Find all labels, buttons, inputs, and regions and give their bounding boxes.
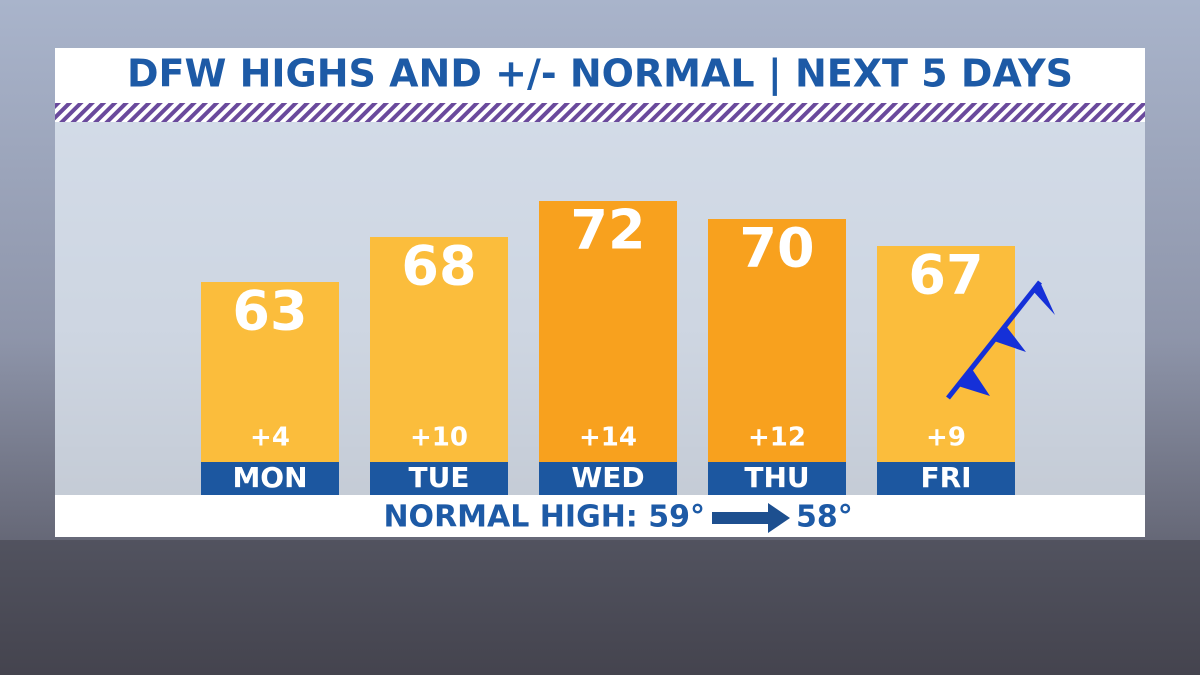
day-strip (201, 462, 339, 495)
front-triangles (958, 282, 1055, 396)
arrow (712, 503, 790, 533)
front-line (946, 280, 1042, 400)
value-label: 63 (232, 280, 307, 343)
x-tick-label: FRI (920, 461, 971, 494)
departure-label: +12 (748, 423, 806, 453)
value-label: 72 (570, 199, 645, 262)
cold-front (946, 280, 1055, 400)
day-strip (370, 462, 508, 495)
bars: 63 +4 MON 68 +10 TUE 72 +14 WED 70 +12 THU 67 +9 FRI (201, 199, 1015, 495)
normal-high-label: NORMAL HIGH: 59° (383, 500, 705, 535)
departure-label: +10 (410, 423, 468, 453)
bar (708, 219, 846, 462)
footer-panel (55, 495, 1145, 537)
departure-label: +9 (926, 423, 966, 453)
bar (539, 201, 677, 462)
hatch-stripe (55, 103, 1145, 122)
bar (370, 237, 508, 462)
departure-label: +14 (579, 423, 637, 453)
day-strip (877, 462, 1015, 495)
x-tick-label: THU (744, 461, 809, 494)
city-lower (0, 540, 1200, 675)
title-panel (55, 48, 1145, 103)
bar (877, 246, 1015, 462)
normal-high-next: 58° (796, 500, 853, 535)
value-label: 68 (401, 235, 476, 298)
chart-title: DFW HIGHS AND +/- NORMAL | NEXT 5 DAYS (127, 52, 1073, 97)
bar (201, 282, 339, 462)
x-tick-label: MON (232, 461, 307, 494)
day-strip (539, 462, 677, 495)
value-label: 70 (739, 217, 814, 280)
day-strip (708, 462, 846, 495)
value-label: 67 (908, 244, 983, 307)
x-tick-label: WED (571, 461, 644, 494)
departure-label: +4 (250, 423, 290, 453)
x-tick-label: TUE (409, 461, 470, 494)
